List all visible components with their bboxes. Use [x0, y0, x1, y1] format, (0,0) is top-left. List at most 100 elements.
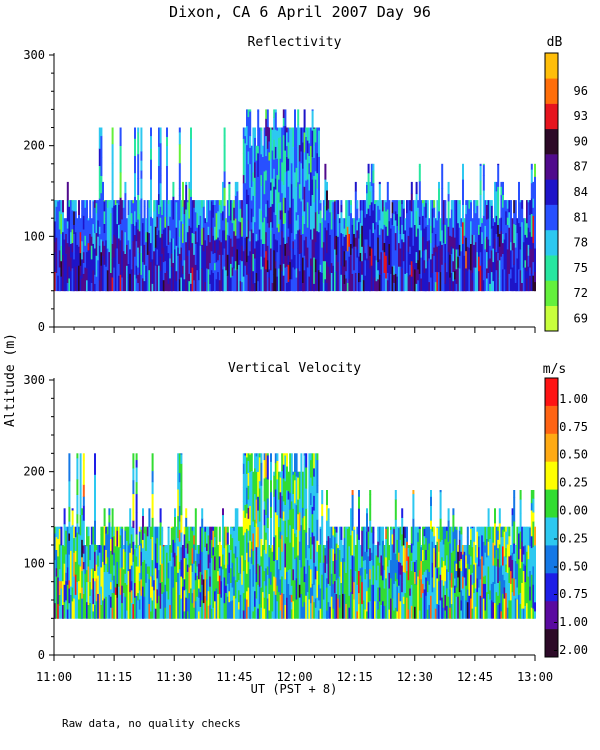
data-cell	[156, 562, 159, 579]
data-cell	[95, 232, 98, 249]
data-cell	[334, 236, 336, 250]
colorbar-swatch	[545, 103, 558, 130]
data-cell	[234, 269, 237, 292]
data-cell	[310, 558, 312, 570]
data-cell	[278, 137, 280, 157]
data-cell	[172, 181, 175, 197]
data-cell	[258, 132, 261, 142]
data-cell	[377, 269, 380, 280]
data-cell	[262, 266, 264, 292]
data-cell	[305, 159, 308, 181]
data-cell	[428, 584, 431, 605]
data-cell	[263, 127, 266, 146]
data-cell	[274, 489, 277, 513]
data-cell	[126, 265, 128, 292]
data-cell	[508, 556, 511, 568]
data-cell	[460, 558, 463, 572]
data-cell	[316, 485, 319, 494]
data-cell	[250, 200, 253, 209]
data-cell	[383, 200, 386, 207]
data-cell	[94, 283, 96, 292]
data-cell	[489, 220, 492, 246]
data-cell	[129, 543, 132, 553]
data-cell	[178, 594, 181, 619]
data-cell	[506, 201, 509, 209]
data-cell	[356, 200, 359, 209]
data-cell	[98, 233, 101, 246]
data-cell	[305, 595, 308, 619]
data-cell	[375, 243, 378, 261]
data-cell	[282, 275, 285, 292]
data-cell	[92, 526, 95, 545]
data-cell	[366, 611, 368, 619]
data-cell	[498, 508, 501, 524]
data-cell	[458, 268, 461, 292]
data-cell	[391, 224, 394, 234]
data-cell	[223, 547, 226, 565]
data-cell	[329, 254, 332, 265]
data-cell	[497, 259, 500, 270]
data-cell	[361, 581, 364, 605]
data-cell	[375, 545, 378, 556]
data-cell	[202, 267, 205, 292]
data-cell	[468, 595, 471, 619]
data-cell	[100, 225, 103, 240]
data-cell	[266, 109, 269, 127]
data-cell	[340, 599, 343, 619]
data-cell	[442, 242, 445, 257]
data-cell	[511, 591, 514, 619]
data-cell	[247, 255, 250, 274]
data-cell	[332, 583, 335, 609]
data-cell	[58, 267, 61, 292]
data-cell	[346, 549, 349, 569]
data-cell	[255, 471, 258, 491]
data-cell	[143, 533, 146, 561]
data-cell	[354, 556, 357, 572]
data-cell	[294, 214, 296, 240]
data-cell	[324, 205, 327, 221]
data-cell	[337, 275, 340, 292]
data-cell	[193, 544, 196, 564]
data-cell	[340, 211, 343, 234]
data-cell	[263, 193, 266, 218]
data-cell	[142, 602, 144, 619]
data-cell	[140, 529, 143, 544]
data-cell	[441, 539, 444, 558]
data-cell	[223, 266, 226, 292]
data-cell	[410, 552, 413, 561]
data-cell	[134, 127, 136, 139]
data-cell	[415, 540, 418, 560]
data-cell	[342, 593, 344, 619]
data-cell	[118, 526, 120, 548]
data-cell	[233, 526, 236, 531]
data-cell	[398, 552, 400, 562]
data-cell	[242, 545, 245, 572]
data-cell	[361, 246, 364, 262]
data-cell	[383, 588, 386, 606]
data-cell	[258, 453, 261, 458]
data-cell	[527, 200, 530, 203]
data-cell	[265, 109, 268, 119]
data-cell	[513, 200, 516, 214]
data-cell	[60, 276, 63, 292]
data-cell	[446, 605, 448, 619]
data-cell	[100, 239, 103, 253]
data-cell	[223, 602, 226, 619]
data-cell	[244, 584, 247, 599]
data-cell	[481, 597, 484, 619]
data-cell	[241, 281, 244, 292]
data-cell	[79, 534, 82, 550]
data-cell	[380, 575, 383, 588]
data-cell	[526, 526, 528, 536]
data-cell	[530, 574, 533, 583]
data-cell	[60, 201, 63, 215]
data-cell	[94, 570, 96, 582]
data-cell	[142, 539, 144, 549]
data-cell	[354, 608, 357, 619]
data-cell	[311, 179, 314, 195]
data-cell	[246, 457, 248, 474]
data-cell	[345, 526, 348, 539]
data-cell	[249, 540, 252, 558]
data-cell	[122, 233, 125, 252]
data-cell	[356, 257, 359, 279]
